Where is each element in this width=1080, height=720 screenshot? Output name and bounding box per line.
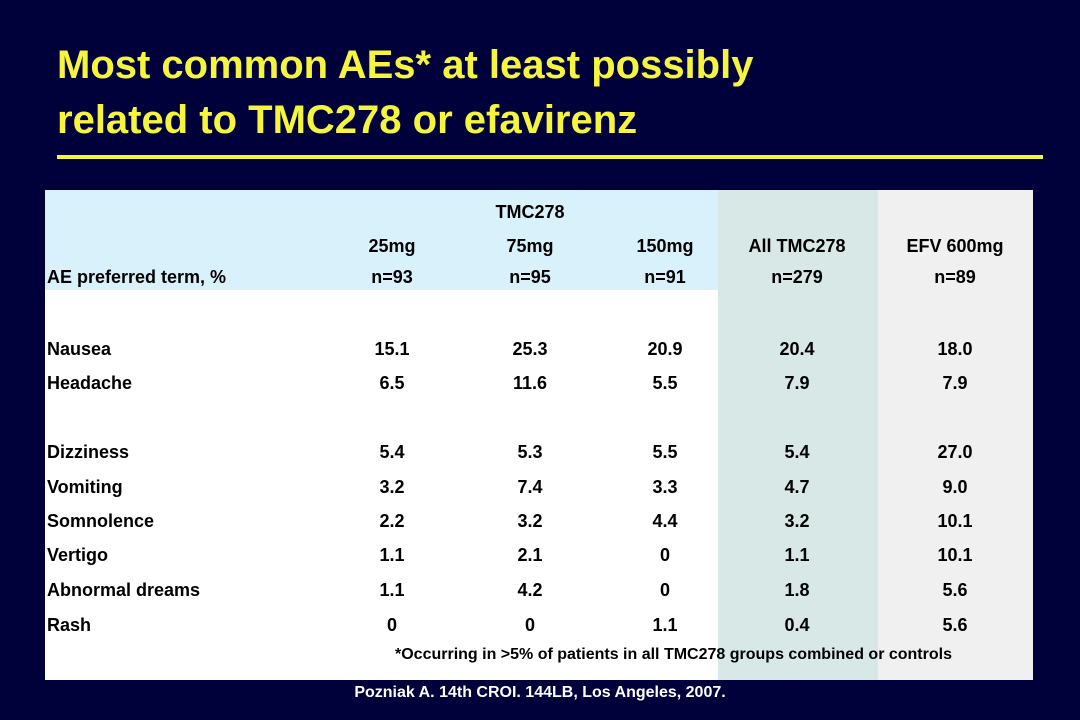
table-cell: 3.2 xyxy=(379,477,405,497)
table-cell: 3.3 xyxy=(652,477,678,497)
efv-column-band xyxy=(878,190,1033,680)
table: TMC278 AE preferred term, % 25mg n=93 75mg n=… xyxy=(45,190,1033,680)
group-header: TMC278 xyxy=(495,202,565,222)
table-cell: 7.9 xyxy=(784,373,810,393)
table-cell: 6.5 xyxy=(379,373,405,393)
table-cell: 4.4 xyxy=(652,511,678,531)
header-band xyxy=(45,190,718,290)
table-cell: 1.1 xyxy=(784,545,810,565)
table-cell: 5.5 xyxy=(652,373,678,393)
table-cell: 1.1 xyxy=(379,545,405,565)
table-cell: 10.1 xyxy=(937,511,973,531)
column-header: AE preferred term, % xyxy=(47,267,227,287)
table-cell: 0.4 xyxy=(784,615,810,635)
table-cell: 4.7 xyxy=(784,477,810,497)
column-n: n=279 xyxy=(771,267,823,287)
table-cell: 0 xyxy=(524,615,536,635)
table-cell: 5.4 xyxy=(784,442,810,462)
column-n: n=91 xyxy=(644,267,686,287)
table-cell: 11.6 xyxy=(512,373,548,393)
table-cell: 3.2 xyxy=(517,511,543,531)
table-cell: 4.2 xyxy=(517,580,543,600)
table-cell: 27.0 xyxy=(937,442,973,462)
table-cell: 5.5 xyxy=(652,442,678,462)
title-line: Most common AEs* at least possibly xyxy=(57,43,754,87)
row-label: Somnolence xyxy=(47,511,155,531)
table-cell: 2.2 xyxy=(379,511,405,531)
row-label: Dizziness xyxy=(47,442,130,462)
row-label: Vertigo xyxy=(47,545,109,565)
column-n: n=93 xyxy=(371,267,413,287)
table-cell: 25.3 xyxy=(512,339,548,359)
table-cell: 15.1 xyxy=(374,339,410,359)
table-cell: 5.6 xyxy=(942,580,968,600)
citation: Pozniak A. 14th CROI. 144LB, Los Angeles… xyxy=(354,684,726,701)
row-label: Vomiting xyxy=(47,477,123,497)
table-cell: 5.4 xyxy=(379,442,405,462)
table-cell: 7.4 xyxy=(517,477,543,497)
footnote: *Occurring in >5% of patients in all TMC… xyxy=(395,646,952,663)
title-line: related to TMC278 or efavirenz xyxy=(57,98,638,142)
column-header: EFV 600mg xyxy=(906,236,1004,256)
table-cell: 7.9 xyxy=(942,373,968,393)
table-cell: 5.3 xyxy=(517,442,543,462)
table-cell: 0 xyxy=(386,615,398,635)
column-header: 25mg xyxy=(368,236,416,256)
table-cell: 1.1 xyxy=(652,615,678,635)
title-rule xyxy=(57,155,1043,159)
table-cell: 0 xyxy=(659,545,671,565)
column-header: 150mg xyxy=(636,236,694,256)
table-cell: 1.1 xyxy=(379,580,405,600)
table-cell: 1.8 xyxy=(784,580,810,600)
row-label: Nausea xyxy=(47,339,112,359)
row-label: Headache xyxy=(47,373,133,393)
table-cell: 2.1 xyxy=(517,545,543,565)
column-header: All TMC278 xyxy=(748,236,846,256)
row-label: Abnormal dreams xyxy=(47,580,201,600)
column-n: n=89 xyxy=(934,267,976,287)
table-cell: 9.0 xyxy=(942,477,968,497)
all-column-band xyxy=(718,190,878,680)
column-header: 75mg xyxy=(506,236,554,256)
row-label: Rash xyxy=(47,615,92,635)
column-n: n=95 xyxy=(509,267,551,287)
table-cell: 3.2 xyxy=(784,511,810,531)
table-cell: 0 xyxy=(659,580,671,600)
table-cell: 5.6 xyxy=(942,615,968,635)
table-cell: 10.1 xyxy=(937,545,973,565)
table-cell: 18.0 xyxy=(937,339,973,359)
table-cell: 20.9 xyxy=(647,339,683,359)
table-cell: 20.4 xyxy=(779,339,815,359)
